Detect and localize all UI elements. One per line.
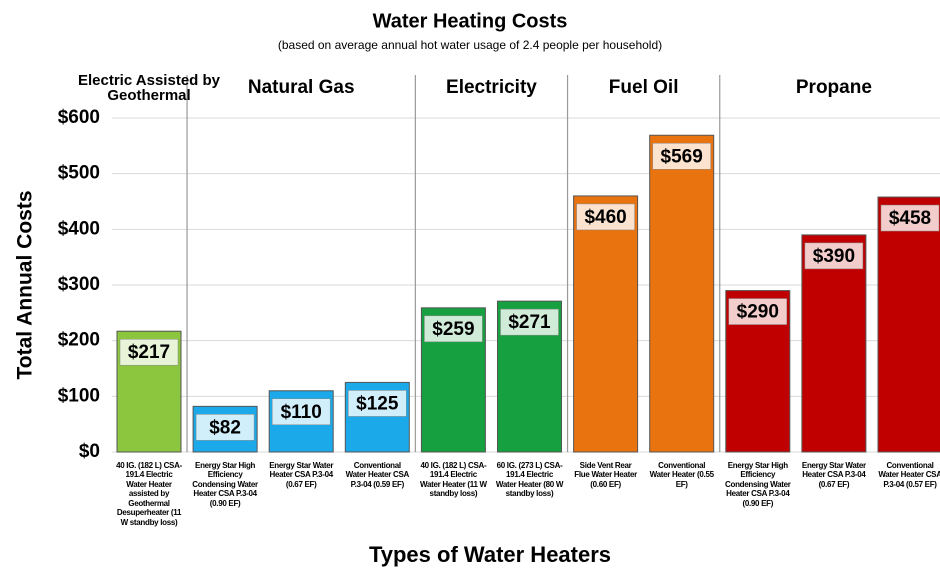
y-tick-label: $100 (58, 385, 100, 406)
group-label: Electricity (446, 77, 537, 98)
value-label: $569 (661, 146, 703, 167)
value-label: $460 (584, 207, 626, 228)
bar (801, 234, 867, 453)
value-label: $290 (737, 302, 779, 323)
y-tick-label: $400 (58, 218, 100, 239)
value-label-box (348, 390, 407, 417)
category-label: Energy Star Water Heater CSA P.3-04 (0.6… (269, 461, 334, 489)
category-label: 40 IG. (182 L) CSA-191.4 Electric Water … (116, 461, 182, 527)
group-label: Natural Gas (247, 77, 355, 98)
group-label: Fuel Oil (608, 77, 679, 98)
bar (573, 195, 639, 453)
value-label: $217 (128, 342, 170, 363)
value-label-box (195, 414, 255, 441)
value-label: $82 (209, 417, 241, 438)
y-tick-label: $300 (58, 274, 100, 295)
value-label: $125 (356, 393, 399, 414)
value-label-box (576, 203, 635, 231)
y-axis-title: Total Annual Costs (14, 191, 37, 380)
chart-title: Water Heating Costs (373, 10, 568, 32)
value-label-box (880, 204, 940, 232)
value-label-box (500, 308, 559, 336)
value-label-box (804, 242, 864, 270)
category-label: 60 IG. (273 L) CSA-191.4 Electric Water … (495, 461, 564, 499)
y-tick-label: $600 (58, 107, 100, 128)
category-label: Side Vent Rear Flue Water Heater (0.60 E… (574, 461, 637, 489)
category-label: Conventional Water Heater (0.55 EF) (649, 461, 714, 489)
chart-subtitle: (based on average annual hot water usage… (278, 38, 662, 52)
y-tick-label: $0 (79, 441, 100, 462)
y-tick-label: $200 (58, 330, 100, 351)
category-label: Energy Star Water Heater CSA P.3-04 (0.6… (801, 461, 866, 489)
value-label: $110 (281, 402, 322, 423)
y-tick-label: $500 (58, 163, 100, 184)
category-label: Conventional Water Heater CSA P.3-04 (0.… (345, 461, 410, 489)
category-label: Energy Star High Efficiency Condensing W… (725, 461, 791, 508)
value-label: $390 (813, 246, 855, 267)
group-label: Electric Assisted by Geothermal (77, 72, 220, 104)
value-label: $458 (889, 208, 931, 229)
bar (649, 134, 715, 453)
category-label: Energy Star High Efficiency Condensing W… (192, 461, 258, 508)
value-label-box (424, 315, 483, 343)
value-label-box (271, 398, 331, 426)
category-label: Conventional Water Heater CSA P.3-04 (0.… (878, 461, 940, 489)
group-label: Propane (795, 77, 872, 98)
category-label: 40 IG. (182 L) CSA-191.4 Electric Water … (420, 461, 487, 499)
value-label: $259 (432, 319, 474, 340)
value-label-box (728, 298, 788, 325)
x-axis-title: Types of Water Heaters (369, 542, 611, 567)
value-label: $271 (508, 312, 551, 333)
value-label-box (652, 143, 711, 170)
bar (877, 196, 940, 453)
value-label-box (119, 338, 179, 366)
